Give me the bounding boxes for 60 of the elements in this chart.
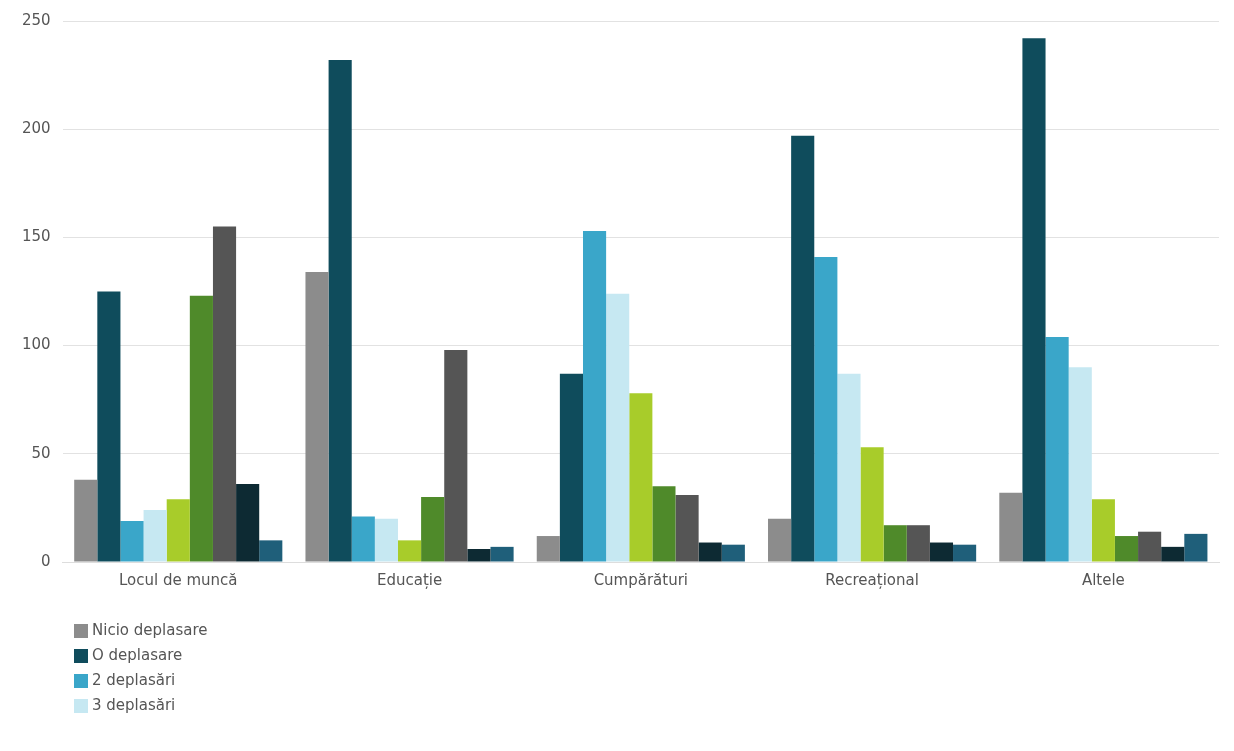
y-tick-label: 100 bbox=[21, 335, 51, 354]
bar bbox=[629, 393, 653, 562]
bar bbox=[837, 373, 861, 562]
bar bbox=[328, 59, 352, 562]
bar bbox=[374, 518, 398, 562]
bar bbox=[166, 499, 190, 562]
bar bbox=[721, 544, 745, 562]
x-tick-label: Cumpărături bbox=[593, 570, 689, 589]
bar bbox=[814, 256, 838, 562]
bar bbox=[536, 536, 560, 562]
x-tick-label: Educație bbox=[376, 570, 443, 589]
bar bbox=[559, 373, 583, 562]
bar bbox=[1068, 367, 1092, 562]
bar bbox=[305, 272, 329, 562]
bar bbox=[1161, 546, 1185, 562]
bar bbox=[906, 525, 930, 562]
bar bbox=[606, 293, 630, 562]
bar bbox=[236, 484, 260, 562]
bar bbox=[212, 226, 237, 562]
bar bbox=[652, 486, 676, 562]
bar bbox=[583, 230, 607, 562]
y-tick-label: 0 bbox=[41, 551, 51, 570]
bar bbox=[467, 549, 491, 562]
bar bbox=[1045, 336, 1069, 562]
bar bbox=[259, 540, 283, 562]
bar bbox=[74, 479, 98, 562]
bar bbox=[768, 518, 792, 562]
bar bbox=[120, 520, 144, 562]
x-tick-label: Recreațional bbox=[825, 570, 919, 589]
legend-label: Nicio deplasare bbox=[92, 620, 208, 641]
x-tick-label: Locul de muncă bbox=[118, 570, 238, 589]
bar bbox=[698, 542, 722, 562]
bar bbox=[421, 497, 445, 562]
bar bbox=[1022, 38, 1046, 562]
bar bbox=[490, 546, 514, 562]
bar bbox=[929, 542, 954, 562]
bar bbox=[675, 494, 699, 562]
bar bbox=[1091, 499, 1115, 562]
bar bbox=[999, 492, 1023, 562]
bar bbox=[97, 291, 121, 562]
legend-label: O deplasare bbox=[92, 645, 183, 666]
legend-label: 3 deplasări bbox=[92, 695, 176, 716]
bar bbox=[1138, 531, 1162, 562]
bar bbox=[953, 544, 977, 562]
bar bbox=[1114, 536, 1139, 562]
y-tick-label: 200 bbox=[21, 119, 51, 138]
x-tick-label: Altele bbox=[1081, 570, 1125, 589]
bar bbox=[883, 525, 907, 562]
bar bbox=[791, 135, 815, 562]
bar bbox=[397, 540, 422, 562]
bar bbox=[143, 510, 167, 562]
bar bbox=[189, 295, 213, 562]
y-tick-label: 150 bbox=[21, 227, 51, 246]
bar bbox=[351, 516, 375, 562]
bar bbox=[860, 447, 884, 562]
bar bbox=[444, 349, 468, 562]
y-tick-label: 50 bbox=[31, 443, 51, 462]
legend-label: 2 deplasări bbox=[92, 670, 176, 691]
bar bbox=[1184, 533, 1208, 562]
y-tick-label: 250 bbox=[21, 10, 51, 29]
